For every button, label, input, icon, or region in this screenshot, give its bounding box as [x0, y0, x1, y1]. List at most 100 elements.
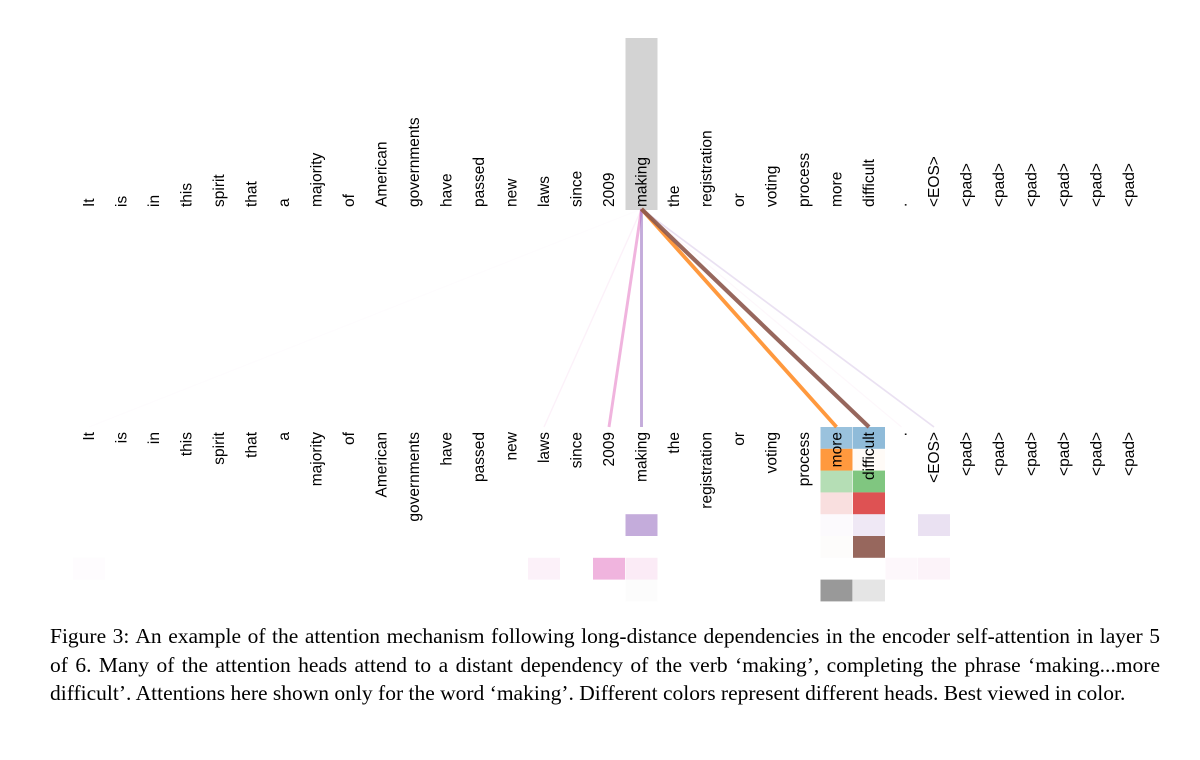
query-token-highlight: [625, 38, 658, 210]
bottom-token-13: passed: [471, 432, 488, 482]
attention-cell-head8-making: [626, 580, 658, 602]
bottom-token-20: registration: [699, 432, 716, 509]
bottom-token-3: in: [146, 432, 163, 444]
bottom-token-1: It: [81, 431, 98, 440]
top-token-5: spirit: [211, 174, 228, 207]
top-token-29: <pad>: [991, 163, 1008, 207]
bottom-token-26: .: [894, 432, 911, 436]
attention-cell-head5-difficult: [853, 514, 885, 536]
top-token-27: <EOS>: [926, 156, 943, 207]
attention-cell-head2-more: [820, 448, 853, 471]
top-token-33: <pad>: [1121, 163, 1138, 207]
bottom-token-6: that: [244, 431, 261, 458]
top-token-19: the: [666, 185, 683, 207]
attention-cell-head6-more: [821, 536, 853, 558]
bottom-token-31: <pad>: [1056, 432, 1073, 476]
attention-cell-head7-period: [885, 557, 918, 580]
bottom-token-2: is: [114, 432, 131, 443]
top-token-6: that: [244, 180, 261, 207]
bottom-token-row: It is in this spirit that a majority of American g…: [81, 431, 1138, 521]
top-token-12: have: [439, 173, 456, 207]
caption-text: An example of the attention mechanism fo…: [50, 624, 1161, 705]
bottom-token-11: governments: [406, 432, 423, 522]
top-token-31: <pad>: [1056, 163, 1073, 207]
attention-cell-head1-more: [820, 427, 853, 449]
attention-line-period: [641, 208, 902, 428]
top-token-20: registration: [699, 130, 716, 207]
top-token-1: It: [81, 198, 98, 207]
top-token-8: majority: [309, 152, 326, 207]
top-token-row: It is in this spirit that a majority of American g…: [81, 117, 1138, 207]
bottom-token-18: making: [634, 432, 651, 482]
top-token-17: 2009: [601, 173, 618, 207]
bottom-token-19: the: [666, 432, 683, 454]
attention-cell-head7-it: [73, 558, 105, 580]
bottom-token-7: a: [276, 432, 293, 441]
top-token-24: more: [829, 172, 846, 207]
attention-cell-head5-more: [821, 514, 853, 536]
attention-cell-head7-2009: [593, 557, 625, 580]
attention-lines: [543, 207, 935, 429]
top-token-2: is: [114, 196, 131, 207]
top-token-16: since: [569, 171, 586, 207]
top-token-15: laws: [536, 176, 553, 207]
bottom-token-14: new: [504, 431, 521, 460]
bottom-token-29: <pad>: [991, 432, 1008, 476]
top-token-23: process: [796, 152, 813, 207]
attention-line-difficult: [640, 207, 871, 429]
attention-cell-head7-eos: [918, 557, 950, 580]
bottom-token-17: 2009: [601, 432, 618, 466]
attention-cell-head4-more: [820, 492, 853, 515]
top-token-4: this: [179, 183, 196, 207]
attention-cell-head6-difficult: [853, 536, 885, 558]
attention-cell-head8-difficult: [853, 579, 885, 602]
attention-cell-head7-making: [625, 557, 658, 580]
top-token-18: making: [634, 157, 651, 207]
attention-cell-head8-more: [820, 579, 853, 602]
attention-line-laws: [543, 208, 643, 428]
top-token-26: .: [894, 203, 911, 207]
bottom-token-15: laws: [536, 432, 553, 463]
attention-cell-head3-difficult: [853, 470, 885, 493]
top-token-28: <pad>: [959, 163, 976, 207]
attention-cells: [73, 427, 950, 602]
attention-cell-head4-difficult: [853, 492, 885, 515]
caption-label: Figure 3:: [50, 624, 130, 648]
bottom-token-32: <pad>: [1089, 432, 1106, 476]
bottom-token-25: difficult: [861, 431, 878, 480]
bottom-token-4: this: [179, 432, 196, 456]
top-token-22: voting: [764, 166, 781, 207]
attention-cell-head5-making: [625, 514, 658, 536]
top-token-25: difficult: [861, 158, 878, 207]
top-token-21: or: [731, 193, 748, 207]
bottom-token-16: since: [569, 432, 586, 468]
bottom-token-23: process: [796, 432, 813, 487]
bottom-token-21: or: [731, 432, 748, 446]
attention-cell-head7-laws: [528, 557, 560, 580]
bottom-token-27: <EOS>: [926, 432, 943, 483]
attention-cell-head3-more: [820, 470, 853, 493]
top-token-3: in: [146, 195, 163, 207]
bottom-token-28: <pad>: [959, 432, 976, 476]
top-token-13: passed: [471, 157, 488, 207]
top-token-14: new: [504, 178, 521, 207]
top-token-30: <pad>: [1024, 163, 1041, 207]
attention-cell-head1-difficult: [853, 427, 885, 449]
top-token-7: a: [276, 198, 293, 207]
attention-figure: It is in this spirit that a majority of American g…: [73, 38, 1138, 602]
bottom-token-24: more: [829, 432, 846, 467]
query-highlight-layer: [625, 38, 658, 210]
bottom-token-9: of: [341, 431, 358, 445]
attention-line-eos: [640, 208, 935, 428]
bottom-token-12: have: [439, 432, 456, 466]
bottom-token-5: spirit: [211, 431, 228, 464]
attention-line-2009: [607, 208, 643, 428]
figure-caption: Figure 3: An example of the attention mec…: [50, 622, 1160, 708]
top-token-11: governments: [406, 117, 423, 207]
top-token-9: of: [341, 193, 358, 207]
attention-line-more: [640, 207, 838, 429]
bottom-token-22: voting: [764, 432, 781, 473]
bottom-token-8: majority: [309, 432, 326, 487]
bottom-token-30: <pad>: [1024, 432, 1041, 476]
bottom-token-33: <pad>: [1121, 432, 1138, 476]
